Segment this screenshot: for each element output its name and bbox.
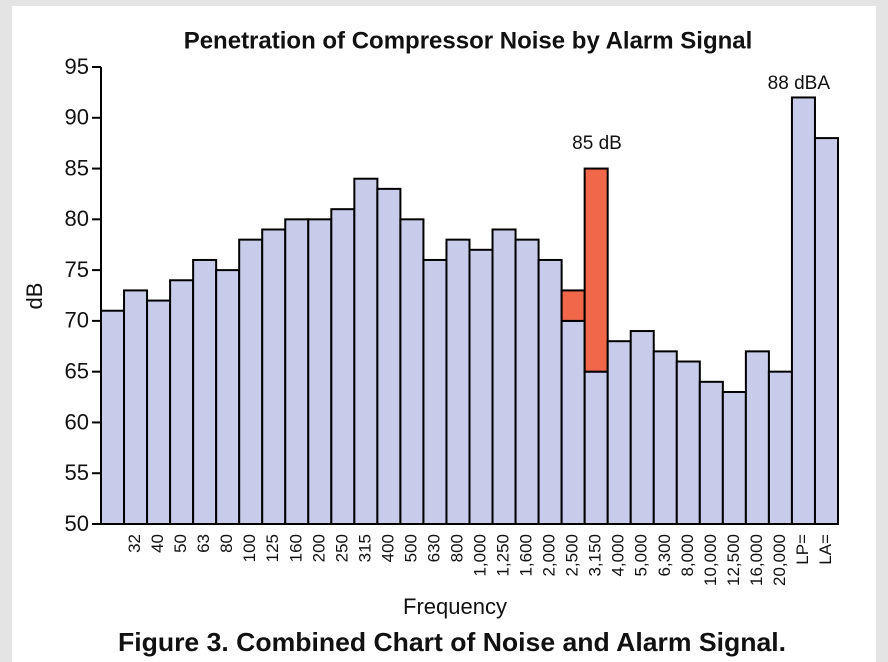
x-tick-label: 6,300: [655, 534, 674, 577]
bar: [445, 238, 471, 525]
x-tick-label: 500: [401, 534, 420, 562]
bar: [146, 299, 172, 526]
x-tick-label: 250: [332, 534, 351, 562]
bar: [767, 370, 793, 525]
x-tick-label: 1,250: [494, 534, 513, 577]
bar: [583, 167, 609, 373]
bar: [560, 289, 586, 322]
annotation: 88 dBA: [768, 73, 831, 94]
x-tick-label: 125: [263, 534, 282, 562]
x-tick-label: 100: [240, 534, 259, 562]
bar: [606, 340, 632, 526]
bar: [284, 218, 310, 525]
x-tick-label: 10,000: [701, 534, 720, 586]
x-tick-label: 20,000: [770, 534, 789, 586]
bar: [330, 208, 356, 526]
bar: [629, 330, 655, 525]
bar: [560, 319, 586, 525]
y-tick-label: 85: [65, 155, 89, 180]
x-tick-label: 80: [217, 534, 236, 553]
bar: [261, 228, 287, 525]
caption: Figure 3. Combined Chart of Noise and Al…: [118, 627, 786, 657]
bar: [353, 177, 379, 525]
y-tick-label: 60: [65, 409, 89, 434]
x-tick-label: 3,150: [586, 534, 605, 577]
x-tick-label: 2,000: [540, 534, 559, 577]
bar: [537, 258, 563, 525]
bar: [491, 228, 517, 525]
x-tick-label: 2,500: [563, 534, 582, 577]
bar: [123, 289, 149, 525]
bar: [675, 360, 701, 525]
x-tick-label: 8,000: [678, 534, 697, 577]
x-tick-label: 315: [355, 534, 374, 562]
bar: [468, 248, 494, 526]
x-tick-label: 1,000: [471, 534, 490, 577]
x-tick-label: LP=: [793, 534, 812, 565]
bar: [307, 218, 333, 525]
x-tick-label: 32: [125, 534, 144, 553]
x-tick-label: 160: [286, 534, 305, 562]
bar: [652, 350, 678, 525]
y-tick-label: 80: [65, 206, 89, 231]
x-tick-label: 63: [194, 534, 213, 553]
annotation: 85 dB: [572, 133, 622, 154]
bar: [192, 258, 218, 525]
x-tick-label: 40: [148, 534, 167, 553]
x-tick-label: LA=: [816, 534, 835, 565]
bar: [399, 218, 425, 525]
x-tick-label: 4,000: [609, 534, 628, 577]
x-axis-label: Frequency: [403, 594, 507, 619]
bar: [790, 96, 816, 525]
x-tick-label: 630: [424, 534, 443, 562]
chart-title: Penetration of Compressor Noise by Alarm…: [184, 27, 753, 54]
y-tick-label: 50: [65, 511, 89, 536]
y-tick-label: 65: [65, 358, 89, 383]
y-axis-label: dB: [22, 283, 47, 310]
bar: [215, 269, 241, 525]
bar: [813, 137, 839, 525]
x-tick-label: 400: [378, 534, 397, 562]
y-tick-label: 55: [65, 460, 89, 485]
bar: [698, 380, 724, 526]
bar: [100, 309, 126, 525]
y-tick-label: 75: [65, 257, 89, 282]
bar: [721, 390, 747, 525]
bar: [583, 370, 609, 525]
x-tick-label: 1,600: [517, 534, 536, 577]
x-tick-label: 5,000: [632, 534, 651, 577]
bar: [238, 238, 264, 525]
y-tick-label: 95: [65, 54, 89, 79]
bar: [169, 279, 195, 525]
bar: [422, 258, 448, 525]
y-tick-label: 90: [65, 105, 89, 130]
y-tick-label: 70: [65, 308, 89, 333]
x-tick-label: 800: [447, 534, 466, 562]
bar: [514, 238, 540, 525]
x-tick-label: 12,500: [724, 534, 743, 586]
x-tick-label: 200: [309, 534, 328, 562]
bar: [744, 350, 770, 525]
x-tick-label: 16,000: [747, 534, 766, 586]
x-tick-label: 50: [171, 534, 190, 553]
bar: [376, 187, 402, 525]
